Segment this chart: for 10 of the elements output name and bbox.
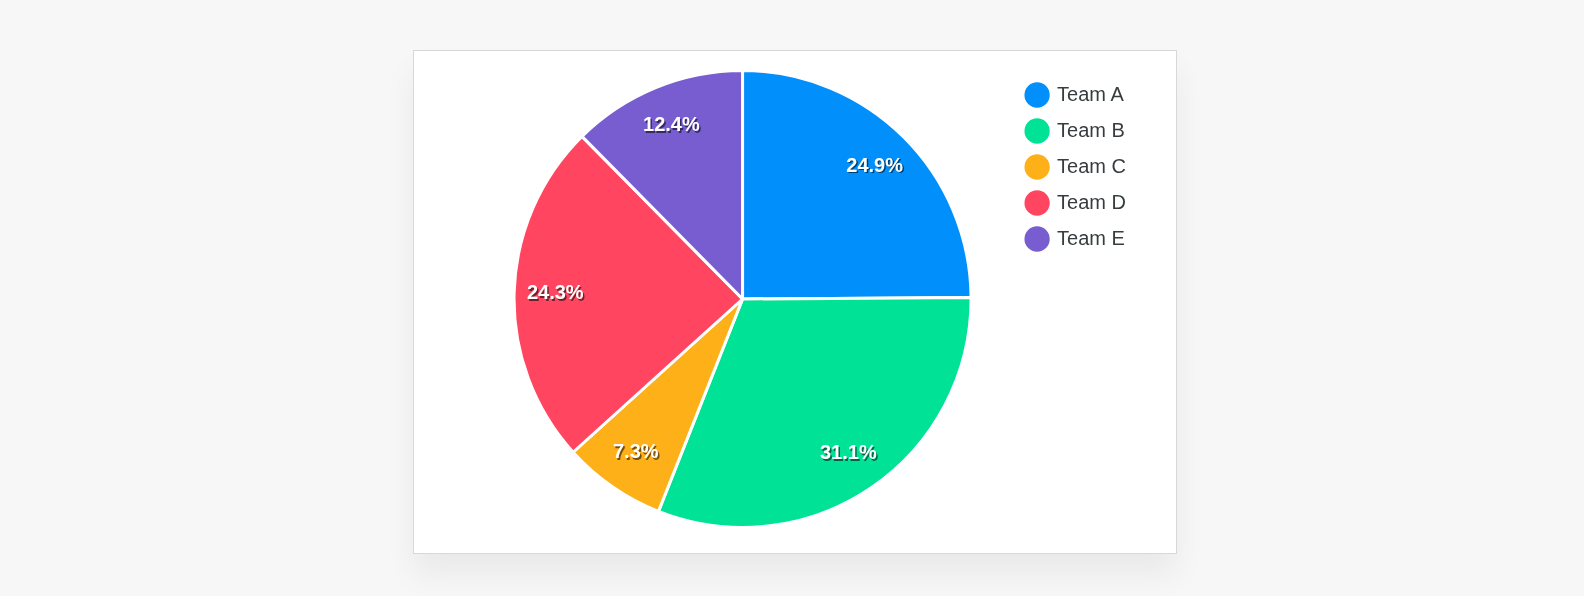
data-label: 31.1% — [819, 441, 877, 464]
legend-label: Team B — [1057, 118, 1125, 141]
legend-label: Team E — [1057, 226, 1125, 249]
legend-label: Team D — [1057, 190, 1126, 213]
legend-label: Team A — [1057, 82, 1125, 105]
legend-label: Team C — [1057, 154, 1126, 177]
data-label: 12.4% — [643, 113, 700, 136]
data-label: 24.3% — [526, 281, 584, 304]
data-label: 24.9% — [846, 153, 904, 176]
data-label: 7.3% — [612, 440, 659, 463]
